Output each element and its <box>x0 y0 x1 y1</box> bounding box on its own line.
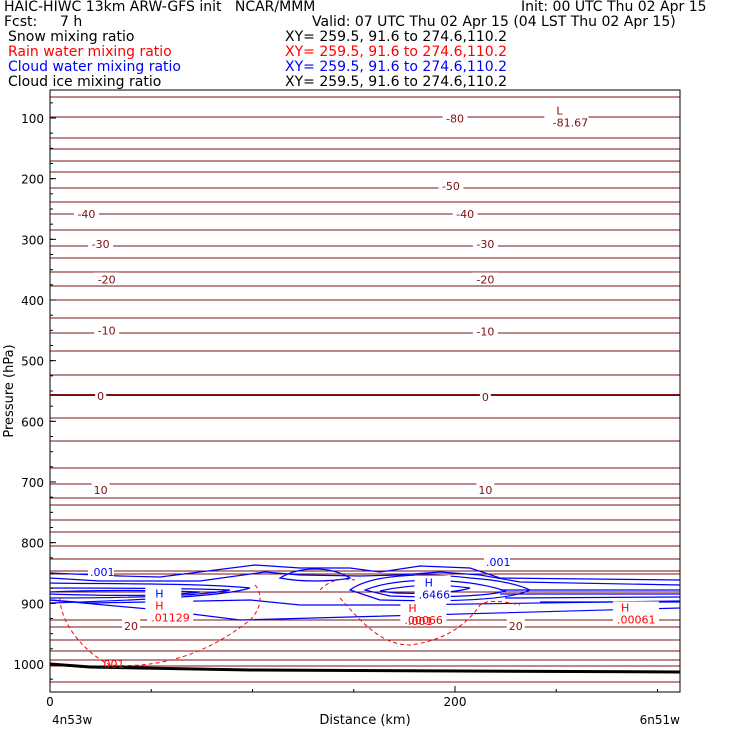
y-tick-label: 1000 <box>13 658 44 672</box>
minimum-value: -81.67 <box>553 116 588 129</box>
isotherm-label: -20 <box>98 273 116 286</box>
cloud-water-contour <box>50 582 251 604</box>
cloud-water-max-marker: H <box>425 577 433 590</box>
rain-max-value: .00061 <box>617 613 656 626</box>
y-tick-label: 400 <box>21 294 44 308</box>
isotherm-label-bg <box>94 272 120 286</box>
cloud-water-contour <box>50 564 680 581</box>
field-cloud-water-name: Cloud water mixing ratio <box>8 59 181 75</box>
field-cloud-ice-name: Cloud ice mixing ratio <box>8 74 162 90</box>
y-tick-label: 100 <box>21 112 44 126</box>
cloud-water-contour <box>278 568 352 582</box>
isotherm-label-bg <box>73 206 99 220</box>
isotherm-label: -30 <box>476 238 494 251</box>
isotherm-label: -40 <box>77 208 95 221</box>
isotherm-label-bg <box>94 323 120 337</box>
cloud-water-contour <box>50 587 231 599</box>
forecast-hour: 7 h <box>60 14 83 30</box>
isotherm-label-bg <box>452 206 478 220</box>
isotherm-label: -40 <box>456 208 474 221</box>
isotherm-label: -20 <box>476 273 494 286</box>
contour-layer <box>50 96 680 683</box>
cloud-water-max-value: .6466 <box>419 589 451 602</box>
init-time: Init: 00 UTC Thu 02 Apr 15 <box>521 0 707 15</box>
minimum-marker: L <box>556 104 563 117</box>
isotherm-label-bg <box>506 618 525 632</box>
plot-title: HAIC-HIWC 13km ARW-GFS init NCAR/MMM <box>4 0 316 15</box>
rain-max-marker: H <box>155 600 163 613</box>
rain-water-contour <box>319 578 356 591</box>
rain-max-bg <box>147 599 194 624</box>
cloud-water-contour <box>50 571 680 586</box>
isotherm-label-bg <box>88 237 114 251</box>
isotherm-label: 0 <box>482 391 489 404</box>
cloud-water-max-marker: H <box>155 587 163 600</box>
isotherm-label-bg <box>95 388 107 402</box>
x-axis-title: Distance (km) <box>319 713 410 728</box>
valid-time: Valid: 07 UTC Thu 02 Apr 15 (04 LST Thu … <box>312 14 676 30</box>
rain-contour-label: .001 <box>100 658 125 671</box>
isotherm-label: -10 <box>476 326 494 339</box>
y-tick-label: 500 <box>21 355 44 369</box>
cloud-water-contour <box>50 599 680 606</box>
field-snow-xy: XY= 259.5, 91.6 to 274.6,110.2 <box>285 29 508 45</box>
rain-max-bg <box>400 602 447 627</box>
cloud-water-label-bg <box>88 567 114 579</box>
y-tick-label: 200 <box>21 173 44 187</box>
cloud-water-contour <box>50 599 680 621</box>
field-snow-name: Snow mixing ratio <box>8 29 135 45</box>
isotherm-label: -30 <box>92 238 110 251</box>
y-axis-title: Pressure (hPa) <box>2 344 17 437</box>
isotherm-label-bg <box>91 482 110 496</box>
rain-contour-label: .001 <box>408 615 433 628</box>
forecast-label: Fcst: <box>4 14 38 30</box>
field-cloud-water-xy: XY= 259.5, 91.6 to 274.6,110.2 <box>285 59 508 75</box>
y-tick-label: 900 <box>21 597 44 611</box>
cloud-water-contour <box>50 589 201 596</box>
left-endpoint-label: 4n53w <box>52 713 93 727</box>
field-cloud-ice-xy: XY= 259.5, 91.6 to 274.6,110.2 <box>285 74 508 90</box>
right-endpoint-label: 6n51w <box>640 713 681 727</box>
isotherm-label: 0 <box>97 390 104 403</box>
isotherm-label-bg <box>472 237 498 251</box>
rain-water-contour <box>59 584 261 667</box>
field-rain-name: Rain water mixing ratio <box>8 44 172 60</box>
surface-line <box>50 662 680 674</box>
cloud-water-contour <box>379 584 471 594</box>
cloud-water-contour-label: .001 <box>486 556 511 569</box>
y-tick-label: 800 <box>21 537 44 551</box>
isotherm-label: 20 <box>509 620 523 633</box>
minimum-label-bg <box>544 103 589 128</box>
isotherm-label: -10 <box>98 324 116 337</box>
isotherm-label-bg <box>472 324 498 338</box>
rain-max-bg <box>613 601 659 626</box>
y-tick-label: 700 <box>21 476 44 490</box>
y-tick-label: 300 <box>21 233 44 247</box>
rain-max-marker: H <box>408 602 416 615</box>
isotherm-label-bg <box>476 482 495 496</box>
isotherm-label: -80 <box>446 113 464 126</box>
rain-max-value: .01129 <box>151 612 190 625</box>
isotherm-label: -50 <box>442 180 460 193</box>
x-tick-label: 0 <box>46 695 54 709</box>
isotherm-label: 10 <box>478 484 492 497</box>
cloud-water-contour <box>504 596 680 599</box>
rain-water-contour <box>339 597 521 646</box>
isotherm-label-bg <box>472 272 498 286</box>
cloud-water-label-bg <box>484 557 510 569</box>
y-tick-label: 600 <box>21 415 44 429</box>
isotherm-label-bg <box>122 618 140 632</box>
isotherm-label: 10 <box>94 484 108 497</box>
field-rain-xy: XY= 259.5, 91.6 to 274.6,110.2 <box>285 44 508 60</box>
cloud-water-max-bg <box>414 575 451 602</box>
rain-max-value: .00066 <box>404 614 443 627</box>
isotherm-label: 20 <box>124 620 138 633</box>
cloud-water-contour-label: .001 <box>90 566 115 579</box>
isotherm-label-bg <box>442 111 468 125</box>
isotherm-label-bg <box>438 178 464 192</box>
isotherm-label-bg <box>479 390 491 404</box>
rain-max-marker: H <box>621 601 629 614</box>
x-tick-label: 200 <box>444 695 467 709</box>
